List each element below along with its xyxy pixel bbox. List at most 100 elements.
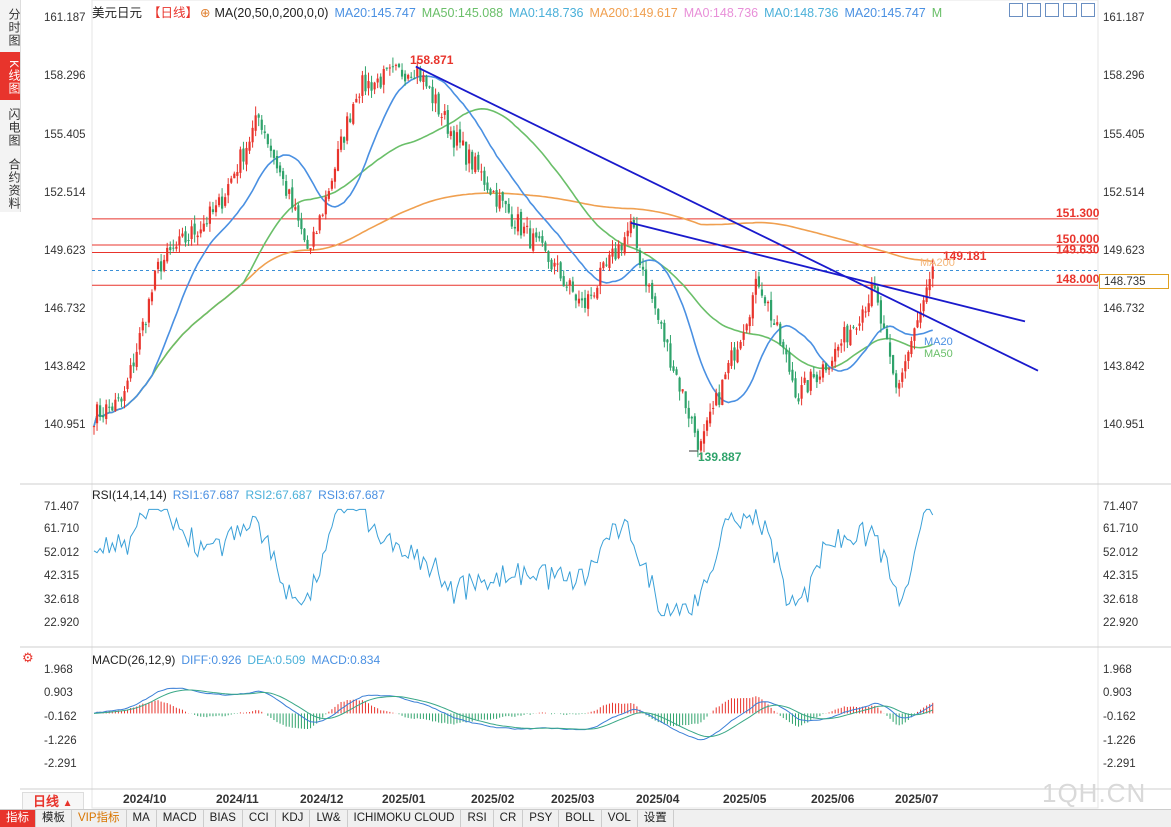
- indicator-settings-icon[interactable]: ⚙: [22, 650, 34, 665]
- zoom-in-icon[interactable]: [1045, 3, 1059, 17]
- tab-templates[interactable]: 模板: [36, 810, 72, 827]
- date-tick: 2025/05: [723, 792, 767, 806]
- tab-ichimoku[interactable]: ICHIMOKU CLOUD: [348, 810, 462, 827]
- tab-cci[interactable]: CCI: [243, 810, 276, 827]
- candle-body: [358, 96, 361, 98]
- candle-body: [608, 254, 611, 268]
- tab-macd[interactable]: MACD: [157, 810, 204, 827]
- candle-body: [617, 244, 620, 259]
- candle-body: [666, 339, 669, 343]
- ma-params: MA(20,50,0,200,0,0): [214, 6, 329, 20]
- tab-settings[interactable]: 设置: [638, 810, 674, 827]
- zoom-out-icon[interactable]: [1063, 3, 1077, 17]
- candle-body: [757, 276, 760, 287]
- tab-lw[interactable]: LW&: [310, 810, 348, 827]
- candle-body: [806, 380, 809, 393]
- tab-timeshare[interactable]: 分时图: [7, 8, 21, 47]
- candle-body: [831, 360, 834, 367]
- candle-body: [684, 391, 687, 409]
- candle-body: [160, 261, 163, 272]
- ma-value: MA50:145.088: [421, 6, 504, 20]
- candle-body: [901, 372, 904, 382]
- candle-body: [388, 67, 391, 69]
- period-selector[interactable]: 日线 ▲: [22, 792, 84, 810]
- candle-body: [922, 300, 925, 312]
- tab-psy[interactable]: PSY: [523, 810, 560, 827]
- candle-body: [516, 214, 520, 232]
- candle-body: [745, 324, 748, 331]
- candle-body: [108, 406, 111, 408]
- candle-body: [660, 322, 663, 324]
- fullscreen-icon[interactable]: [1081, 3, 1095, 17]
- tab-vip-indicators[interactable]: VIP指标: [72, 810, 127, 827]
- macd-tick: -2.291: [1103, 758, 1136, 770]
- candle-body: [236, 171, 239, 176]
- tab-ma[interactable]: MA: [127, 810, 157, 827]
- date-tick: 2025/02: [471, 792, 515, 806]
- tab-indicators[interactable]: 指标: [0, 810, 36, 827]
- period-tag: 【日线】: [148, 6, 199, 20]
- price-tick: 155.405: [44, 129, 86, 141]
- tab-kline[interactable]: K线图: [0, 52, 21, 100]
- level-label: 148.000: [1056, 272, 1100, 286]
- ma50-line-label: MA50: [924, 348, 953, 360]
- candle-body: [397, 64, 401, 67]
- collapse-icon[interactable]: [1027, 3, 1041, 17]
- price-tick: 140.951: [44, 419, 86, 431]
- tab-cr[interactable]: CR: [494, 810, 524, 827]
- tab-boll[interactable]: BOLL: [559, 810, 602, 827]
- candle-body: [785, 349, 788, 355]
- candle-body: [541, 236, 544, 243]
- candle-body: [132, 362, 135, 367]
- candle-body: [776, 322, 779, 325]
- candle-body: [282, 171, 285, 179]
- candle-body: [446, 110, 449, 134]
- tab-rsi[interactable]: RSI: [461, 810, 494, 827]
- candle-body: [827, 368, 831, 370]
- candle-body: [821, 364, 825, 378]
- level-label: 151.300: [1056, 206, 1100, 220]
- candle-body: [577, 298, 581, 304]
- candle-body: [300, 218, 303, 230]
- candle-body: [211, 209, 215, 213]
- candle-body: [590, 294, 593, 296]
- candle-body: [434, 94, 437, 104]
- price-tick: 158.296: [44, 70, 86, 82]
- candle-body: [766, 301, 770, 304]
- expand-icon[interactable]: [1009, 3, 1023, 17]
- candle-body: [166, 247, 169, 262]
- candle-body: [278, 165, 282, 173]
- candle-body: [492, 191, 495, 193]
- tab-bias[interactable]: BIAS: [204, 810, 243, 827]
- candle-body: [803, 377, 806, 383]
- tab-kdj[interactable]: KDJ: [276, 810, 311, 827]
- date-tick: 2024/11: [216, 792, 259, 806]
- candle-body: [718, 392, 721, 405]
- candle-body: [611, 248, 614, 257]
- candle-body: [376, 78, 379, 83]
- settings-gear-icon[interactable]: ⊕: [200, 6, 211, 20]
- candle-body: [815, 374, 818, 383]
- candle-body: [779, 323, 782, 344]
- candle-body: [754, 278, 757, 295]
- candle-body: [681, 389, 684, 392]
- candle-body: [95, 404, 99, 424]
- candle-body: [144, 324, 147, 326]
- candle-body: [410, 76, 413, 78]
- candle-body: [721, 379, 724, 406]
- rsi-line: [93, 508, 934, 617]
- price-tick: 143.842: [1103, 361, 1145, 373]
- candle-body: [651, 282, 654, 299]
- tab-lightning[interactable]: 闪电图: [7, 108, 21, 147]
- price-tick: 146.732: [1103, 303, 1145, 315]
- tab-contract-info[interactable]: 合约资料: [7, 157, 21, 210]
- rsi-tick: 71.407: [44, 501, 80, 513]
- candle-body: [217, 197, 221, 206]
- candle-body: [565, 286, 568, 288]
- candle-body: [428, 86, 431, 88]
- tab-vol[interactable]: VOL: [602, 810, 638, 827]
- candle-body: [498, 195, 501, 209]
- macd-tick: -0.162: [44, 711, 77, 723]
- candle-body: [355, 98, 358, 103]
